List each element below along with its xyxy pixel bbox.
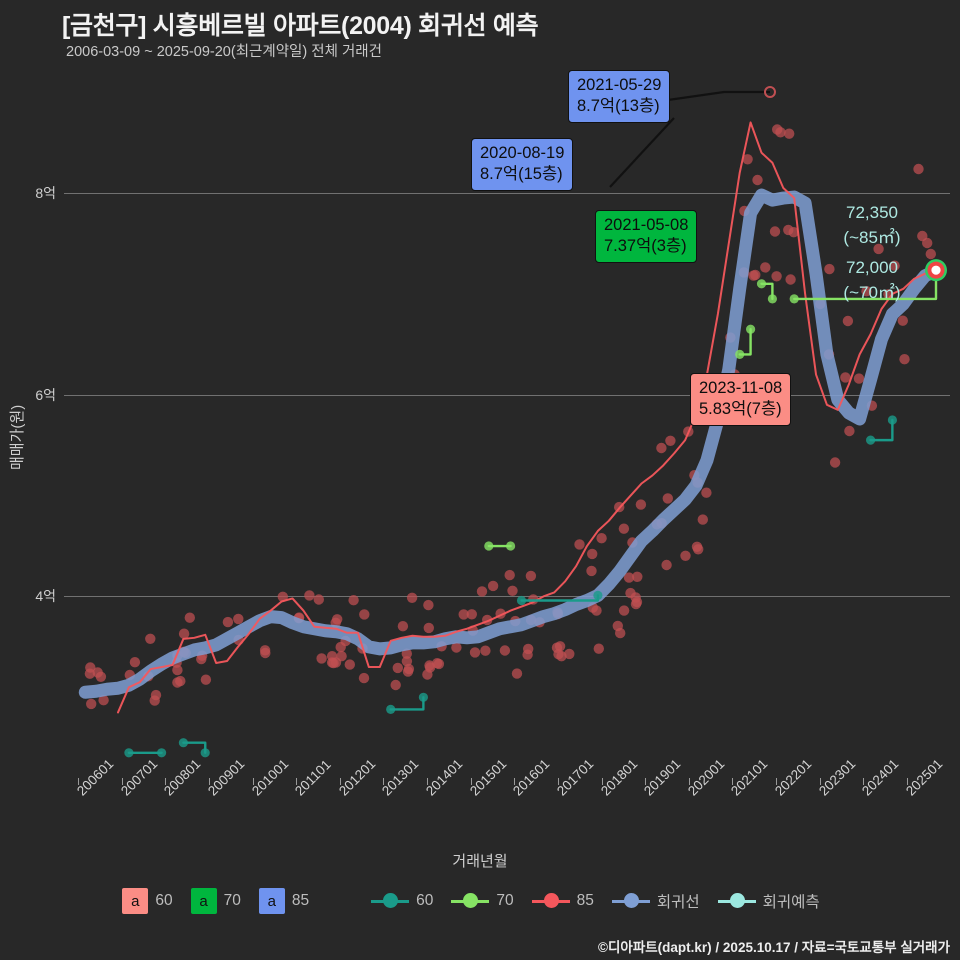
callout-date: 2023-11-08: [699, 379, 783, 397]
legend-marker-icon: [451, 893, 490, 908]
chart-legend: a 60 a 70 a 85 60 70 85 회귀선 회귀예측: [0, 888, 960, 914]
x-tick-mark: [819, 778, 821, 785]
legend-annotation-item-60[interactable]: a 60: [122, 888, 176, 914]
chart-plot-area: 4억 6억 8억: [35, 72, 950, 778]
legend-series-item-60[interactable]: 60: [371, 892, 437, 910]
legend-marker-icon: [611, 893, 650, 908]
x-tick-mark: [732, 778, 734, 785]
gridline-8억: [64, 193, 950, 195]
legend-series-item-70[interactable]: 70: [451, 892, 517, 910]
callout-value: 8.7억(15층): [480, 165, 563, 184]
legend-marker-icon: [717, 893, 756, 908]
footer-credit: ©디아파트(dapt.kr) / 2025.10.17 / 자료=국토교통부 실…: [598, 940, 950, 955]
x-tick-mark: [121, 778, 123, 785]
y-tick-label: 8억: [35, 185, 56, 202]
callout-value: 8.7억(13층): [577, 97, 660, 116]
x-tick-mark: [208, 778, 210, 785]
legend-annotation-label: 85: [291, 892, 310, 909]
end-value-label: 72,000 (~70㎡): [843, 258, 900, 303]
page-subtitle: 2006-03-09 ~ 2025-09-20(최근계약일) 전체 거래건: [66, 44, 382, 60]
end-area: (~85㎡): [843, 228, 901, 247]
callout-date: 2020-08-19: [480, 144, 565, 162]
regression-line: [78, 188, 943, 699]
callout-date: 2021-05-29: [577, 76, 662, 94]
legend-series-item-회귀선[interactable]: 회귀선: [611, 890, 704, 912]
legend-series-label: 회귀예측: [762, 894, 820, 911]
legend-annotation-group: a 60 a 70 a 85: [122, 888, 327, 914]
series-line-70: [484, 269, 941, 551]
legend-annotation-item-85[interactable]: a 85: [258, 888, 313, 914]
end-value-label: 72,350 (~85㎡): [843, 203, 900, 248]
x-axis-label: 거래년월: [452, 853, 508, 870]
y-tick-label: 6억: [35, 386, 56, 403]
x-tick-mark: [78, 778, 79, 785]
legend-series-label: 60: [416, 892, 434, 909]
chart-canvas: [78, 86, 947, 758]
legend-annotation-item-70[interactable]: a 70: [190, 888, 245, 914]
y-axis-label: 매매가(원): [9, 404, 26, 470]
callout-value: 5.83억(7층): [699, 400, 782, 419]
legend-series-label: 70: [496, 892, 514, 909]
x-tick-mark: [470, 778, 472, 785]
legend-swatch-icon: a: [190, 888, 217, 914]
x-tick-mark: [427, 778, 429, 785]
callout-leader-lines: [609, 86, 776, 188]
end-value: 72,350: [845, 203, 898, 222]
callout-value: 7.37억(3층): [604, 237, 687, 256]
legend-series-label: 회귀선: [656, 894, 700, 911]
x-axis-ticks: 200601 200701 200801 200901 201001 201101 2012…: [64, 756, 950, 858]
legend-swatch-icon: a: [258, 888, 285, 914]
callout-date: 2021-05-08: [604, 216, 689, 234]
x-tick-mark: [863, 778, 865, 785]
legend-annotation-label: 60: [155, 892, 173, 909]
x-tick-mark: [165, 778, 167, 785]
legend-swatch-icon: a: [122, 888, 149, 914]
series-line-60: [124, 415, 898, 758]
gridline-6억: [64, 394, 950, 396]
legend-series-label: 85: [576, 892, 594, 909]
x-tick-mark: [906, 778, 908, 785]
x-tick-mark: [296, 778, 298, 785]
legend-series-item-85[interactable]: 85: [531, 892, 598, 910]
page-title: [금천구] 시흥베르빌 아파트(2004) 회귀선 예측: [62, 12, 539, 40]
series-line-85: [116, 121, 937, 714]
legend-series-item-회귀예측[interactable]: 회귀예측: [717, 890, 824, 912]
annotation-callout-red: 2023-11-08 5.83억(7층): [690, 373, 792, 427]
legend-annotation-label: 70: [223, 892, 241, 909]
x-tick-mark: [776, 778, 778, 785]
annotation-callout-green: 2021-05-08 7.37억(3층): [595, 210, 698, 264]
x-tick-mark: [514, 778, 516, 785]
x-tick-mark: [339, 778, 341, 785]
x-tick-mark: [383, 778, 385, 785]
legend-marker-icon: [371, 893, 410, 908]
annotation-callout-blue: 2020-08-19 8.7억(15층): [471, 138, 574, 192]
annotation-callout-blue: 2021-05-29 8.7억(13층): [568, 70, 671, 124]
x-tick-mark: [688, 778, 690, 785]
y-tick-label: 4억: [35, 588, 56, 605]
end-value: 72,000: [845, 258, 898, 277]
legend-marker-icon: [531, 893, 570, 908]
end-area: (~70㎡): [843, 283, 901, 302]
forecast-end-marker: [925, 259, 947, 282]
legend-series-group: 60 70 85 회귀선 회귀예측: [371, 890, 838, 912]
x-tick-mark: [645, 778, 647, 785]
x-tick-mark: [252, 778, 254, 785]
scatter-points: [84, 124, 936, 710]
x-tick-mark: [601, 778, 603, 785]
gridline-4억: [64, 596, 950, 598]
x-tick-mark: [557, 778, 559, 785]
